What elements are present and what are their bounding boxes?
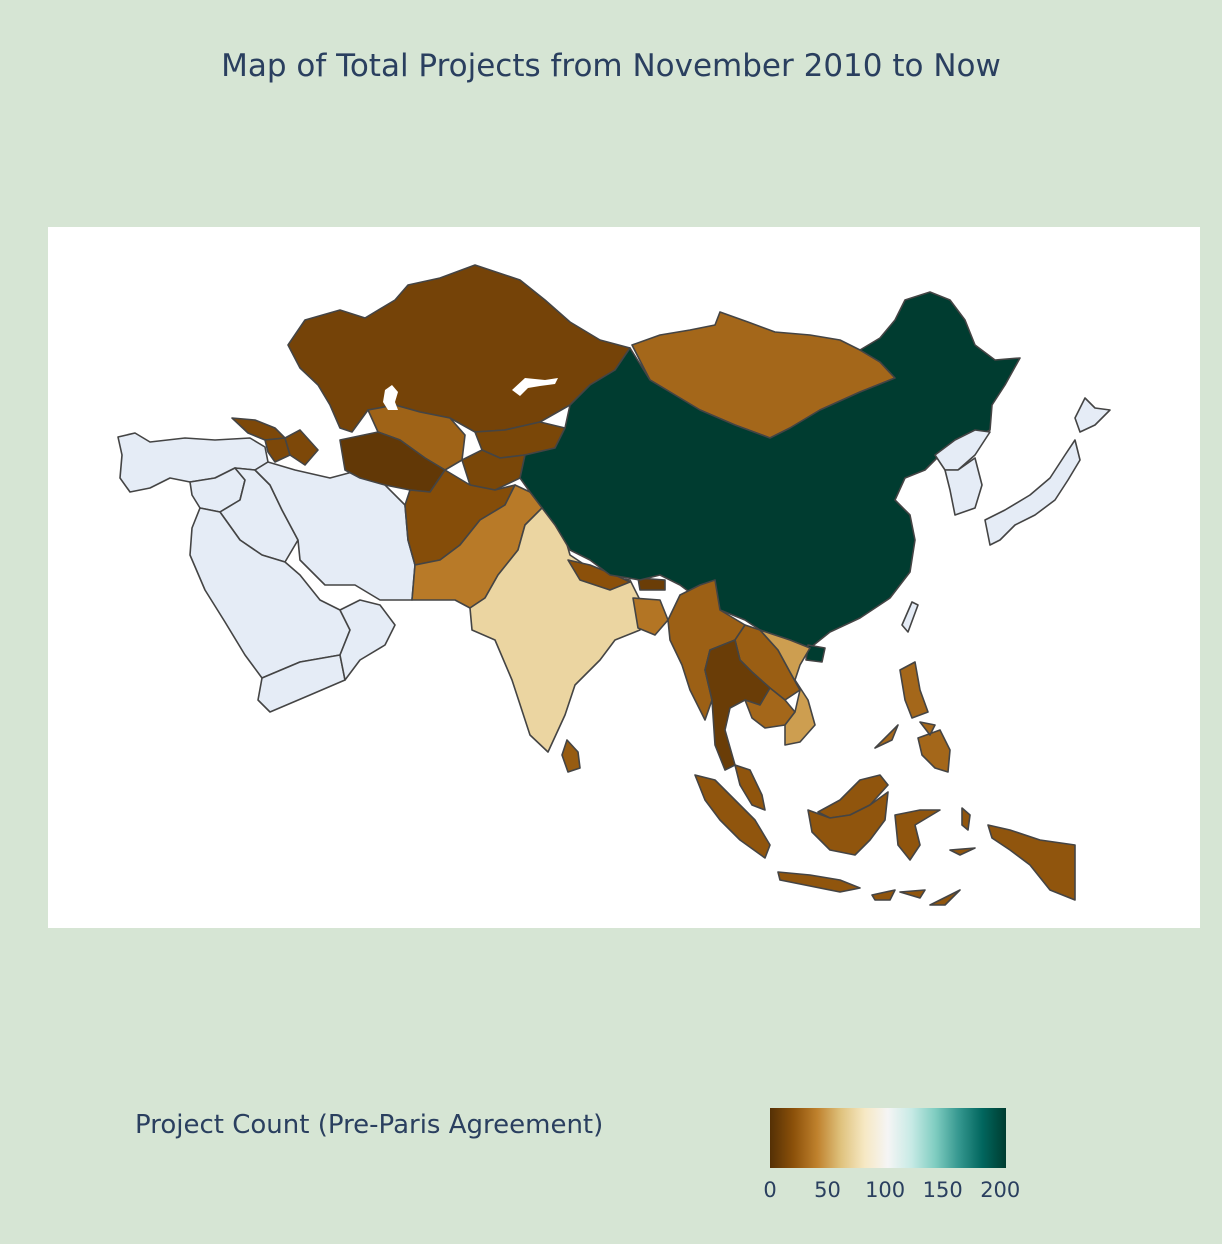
lake-aral xyxy=(383,385,398,410)
region-georgia[interactable] xyxy=(231,417,286,441)
region-japan[interactable] xyxy=(984,397,1111,546)
chart-title: Map of Total Projects from November 2010… xyxy=(221,48,1001,84)
colorbar-tick: 200 xyxy=(980,1178,1021,1202)
colorbar-tick: 50 xyxy=(814,1178,841,1202)
region-south-korea[interactable] xyxy=(944,457,983,516)
region-oman[interactable] xyxy=(339,599,396,681)
region-vietnam[interactable] xyxy=(759,629,816,746)
colorbar xyxy=(770,1108,1006,1168)
region-indonesia[interactable] xyxy=(694,774,1076,906)
region-yemen[interactable] xyxy=(257,654,346,713)
region-armenia[interactable] xyxy=(264,437,291,463)
colorbar-title: Project Count (Pre-Paris Agreement) xyxy=(135,1110,604,1140)
region-sri-lanka[interactable] xyxy=(561,739,581,773)
region-taiwan[interactable] xyxy=(901,601,919,633)
choropleth-map[interactable] xyxy=(48,227,1200,928)
map-area[interactable] xyxy=(48,227,1200,928)
colorbar-tick: 100 xyxy=(865,1178,906,1202)
region-bhutan[interactable] xyxy=(637,577,666,591)
region-azerbaijan[interactable] xyxy=(284,429,319,466)
region-philippines[interactable] xyxy=(874,661,951,773)
region-tajikistan[interactable] xyxy=(461,449,526,491)
region-nepal[interactable] xyxy=(567,559,631,591)
region-thailand[interactable] xyxy=(704,639,771,771)
colorbar-tick: 150 xyxy=(922,1178,963,1202)
region-bangladesh[interactable] xyxy=(632,597,669,636)
colorbar-tick: 0 xyxy=(763,1178,777,1202)
lake-balkhash xyxy=(512,378,558,396)
